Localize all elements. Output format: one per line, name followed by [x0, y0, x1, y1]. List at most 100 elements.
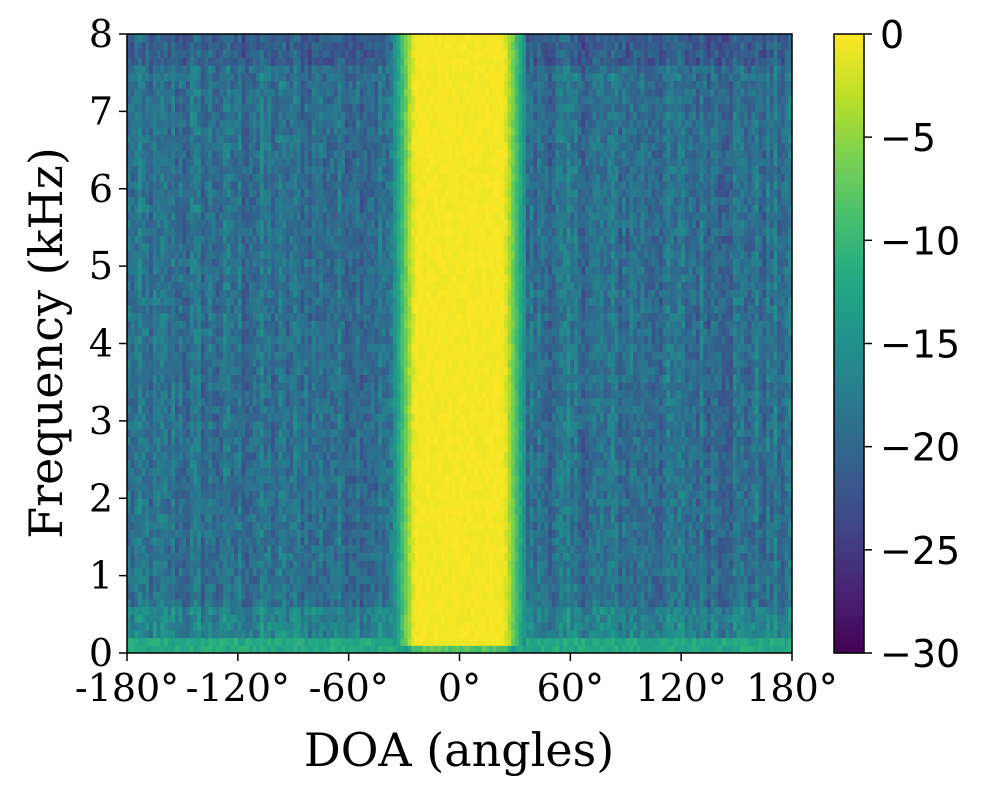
heatmap-cell [559, 498, 564, 507]
heatmap-cell [585, 444, 590, 453]
heatmap-cell [588, 436, 594, 445]
heatmap-cell [426, 536, 431, 546]
heatmap-cell [378, 544, 383, 554]
heatmap-cell [592, 467, 597, 476]
heatmap-cell [289, 459, 294, 468]
heatmap-cell [333, 637, 339, 646]
heatmap-cell [581, 513, 586, 523]
heatmap-cell [237, 482, 243, 492]
heatmap-cell [415, 645, 420, 653]
heatmap-cell [514, 536, 520, 546]
heatmap-cell [514, 475, 520, 484]
heatmap-cell [193, 544, 198, 554]
heatmap-cell [636, 529, 642, 538]
heatmap-cell [370, 490, 376, 499]
heatmap-cell [182, 645, 187, 653]
heatmap-cell [718, 629, 723, 639]
heatmap-cell [695, 475, 701, 484]
heatmap-cell [193, 475, 198, 484]
heatmap-cell [581, 521, 586, 530]
heatmap-cell [647, 552, 653, 561]
heatmap-cell [707, 606, 712, 615]
heatmap-cell [496, 536, 501, 546]
heatmap-cell [127, 622, 132, 631]
heatmap-cell [163, 575, 169, 584]
heatmap-cell [241, 482, 246, 492]
heatmap-cell [193, 529, 198, 538]
heatmap-cell [333, 444, 339, 453]
heatmap-cell [559, 521, 564, 530]
heatmap-cell [507, 490, 512, 499]
heatmap-cell [710, 567, 716, 577]
heatmap-cell [337, 591, 342, 600]
heatmap-cell [647, 598, 653, 608]
heatmap-cell [651, 536, 656, 546]
heatmap-cell [507, 513, 512, 523]
heatmap-cell [725, 459, 730, 468]
heatmap-cell [485, 467, 490, 476]
heatmap-cell [555, 467, 560, 476]
heatmap-cell [326, 552, 331, 561]
heatmap-cell [714, 567, 719, 577]
heatmap-cell [644, 544, 649, 554]
heatmap-cell [215, 614, 220, 623]
heatmap-cell [666, 591, 671, 600]
heatmap-cell [463, 536, 468, 546]
heatmap-cell [463, 498, 468, 507]
heatmap-cell [256, 560, 261, 569]
heatmap-cell [437, 529, 442, 538]
heatmap-cell [670, 629, 675, 639]
heatmap-cell [514, 529, 520, 538]
heatmap-cell [452, 622, 457, 631]
heatmap-cell [599, 513, 605, 523]
heatmap-cell [766, 459, 771, 468]
heatmap-cell [433, 490, 438, 499]
heatmap-cell [134, 467, 139, 476]
heatmap-cell [655, 622, 660, 631]
heatmap-cell [393, 645, 398, 653]
heatmap-cell [322, 475, 328, 484]
heatmap-cell [396, 475, 401, 484]
heatmap-cell [204, 505, 209, 515]
heatmap-cell [245, 451, 250, 461]
heatmap-cell [437, 567, 442, 577]
heatmap-cell [758, 536, 764, 546]
heatmap-cell [363, 567, 368, 577]
heatmap-cell [655, 521, 660, 530]
heatmap-cell [755, 645, 760, 653]
heatmap-cell [437, 521, 442, 530]
heatmap-cell [610, 591, 616, 600]
heatmap-cell [274, 459, 280, 468]
heatmap-cell [444, 482, 450, 492]
heatmap-cell [762, 544, 767, 554]
heatmap-cell [156, 521, 161, 530]
heatmap-cell [175, 560, 180, 569]
heatmap-cell [171, 591, 176, 600]
heatmap-cell [662, 622, 667, 631]
heatmap-cell [448, 629, 453, 639]
heatmap-cell [777, 444, 782, 453]
heatmap-cell [503, 475, 509, 484]
heatmap-cell [463, 436, 468, 445]
heatmap-cell [223, 645, 228, 653]
heatmap-cell [437, 575, 442, 584]
heatmap-cell [370, 606, 376, 615]
heatmap-cell [163, 505, 169, 515]
heatmap-cell [138, 505, 143, 515]
heatmap-cell [245, 598, 250, 608]
heatmap-cell [359, 598, 365, 608]
heatmap-cell [241, 560, 246, 569]
heatmap-cell [359, 629, 365, 639]
heatmap-cell [215, 451, 220, 461]
heatmap-cell [514, 467, 520, 476]
heatmap-cell [684, 459, 690, 468]
heatmap-cell [758, 622, 764, 631]
heatmap-cell [252, 598, 257, 608]
heatmap-cell [200, 629, 206, 639]
heatmap-cell [363, 529, 368, 538]
heatmap-cell [252, 544, 257, 554]
heatmap-cell [441, 645, 446, 653]
heatmap-cell [507, 614, 512, 623]
heatmap-cell [293, 598, 298, 608]
heatmap-cell [296, 637, 302, 646]
